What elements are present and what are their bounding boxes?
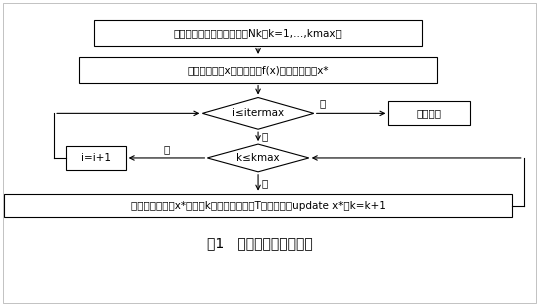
FancyBboxPatch shape — [79, 57, 437, 83]
FancyBboxPatch shape — [94, 20, 422, 46]
Text: 是: 是 — [261, 132, 267, 142]
Polygon shape — [202, 98, 314, 129]
Text: 初始化参数；定义邻域结构Nk（k=1,…,kmax）: 初始化参数；定义邻域结构Nk（k=1,…,kmax） — [174, 28, 342, 38]
Text: 否: 否 — [163, 144, 170, 154]
Text: 针对当前最优解x*，在第k个邻域结构中找T个邻域解，update x*；k=k+1: 针对当前最优解x*，在第k个邻域结构中找T个邻域解，update x*；k=k+… — [130, 200, 385, 211]
Text: i≤itermax: i≤itermax — [232, 108, 284, 118]
FancyBboxPatch shape — [389, 102, 470, 125]
Text: 是: 是 — [261, 178, 267, 188]
Polygon shape — [208, 144, 309, 172]
FancyBboxPatch shape — [4, 194, 512, 217]
FancyBboxPatch shape — [66, 146, 126, 170]
Text: 图1   变邻域搜索算法流程: 图1 变邻域搜索算法流程 — [207, 236, 313, 250]
Text: 否: 否 — [320, 99, 326, 108]
Text: k≤kmax: k≤kmax — [236, 153, 280, 163]
Text: 构造初始化解x、评价函数f(x)、当前最优解x*: 构造初始化解x、评价函数f(x)、当前最优解x* — [188, 65, 329, 75]
Text: i=i+1: i=i+1 — [81, 153, 111, 163]
Text: 算法结束: 算法结束 — [417, 108, 441, 118]
